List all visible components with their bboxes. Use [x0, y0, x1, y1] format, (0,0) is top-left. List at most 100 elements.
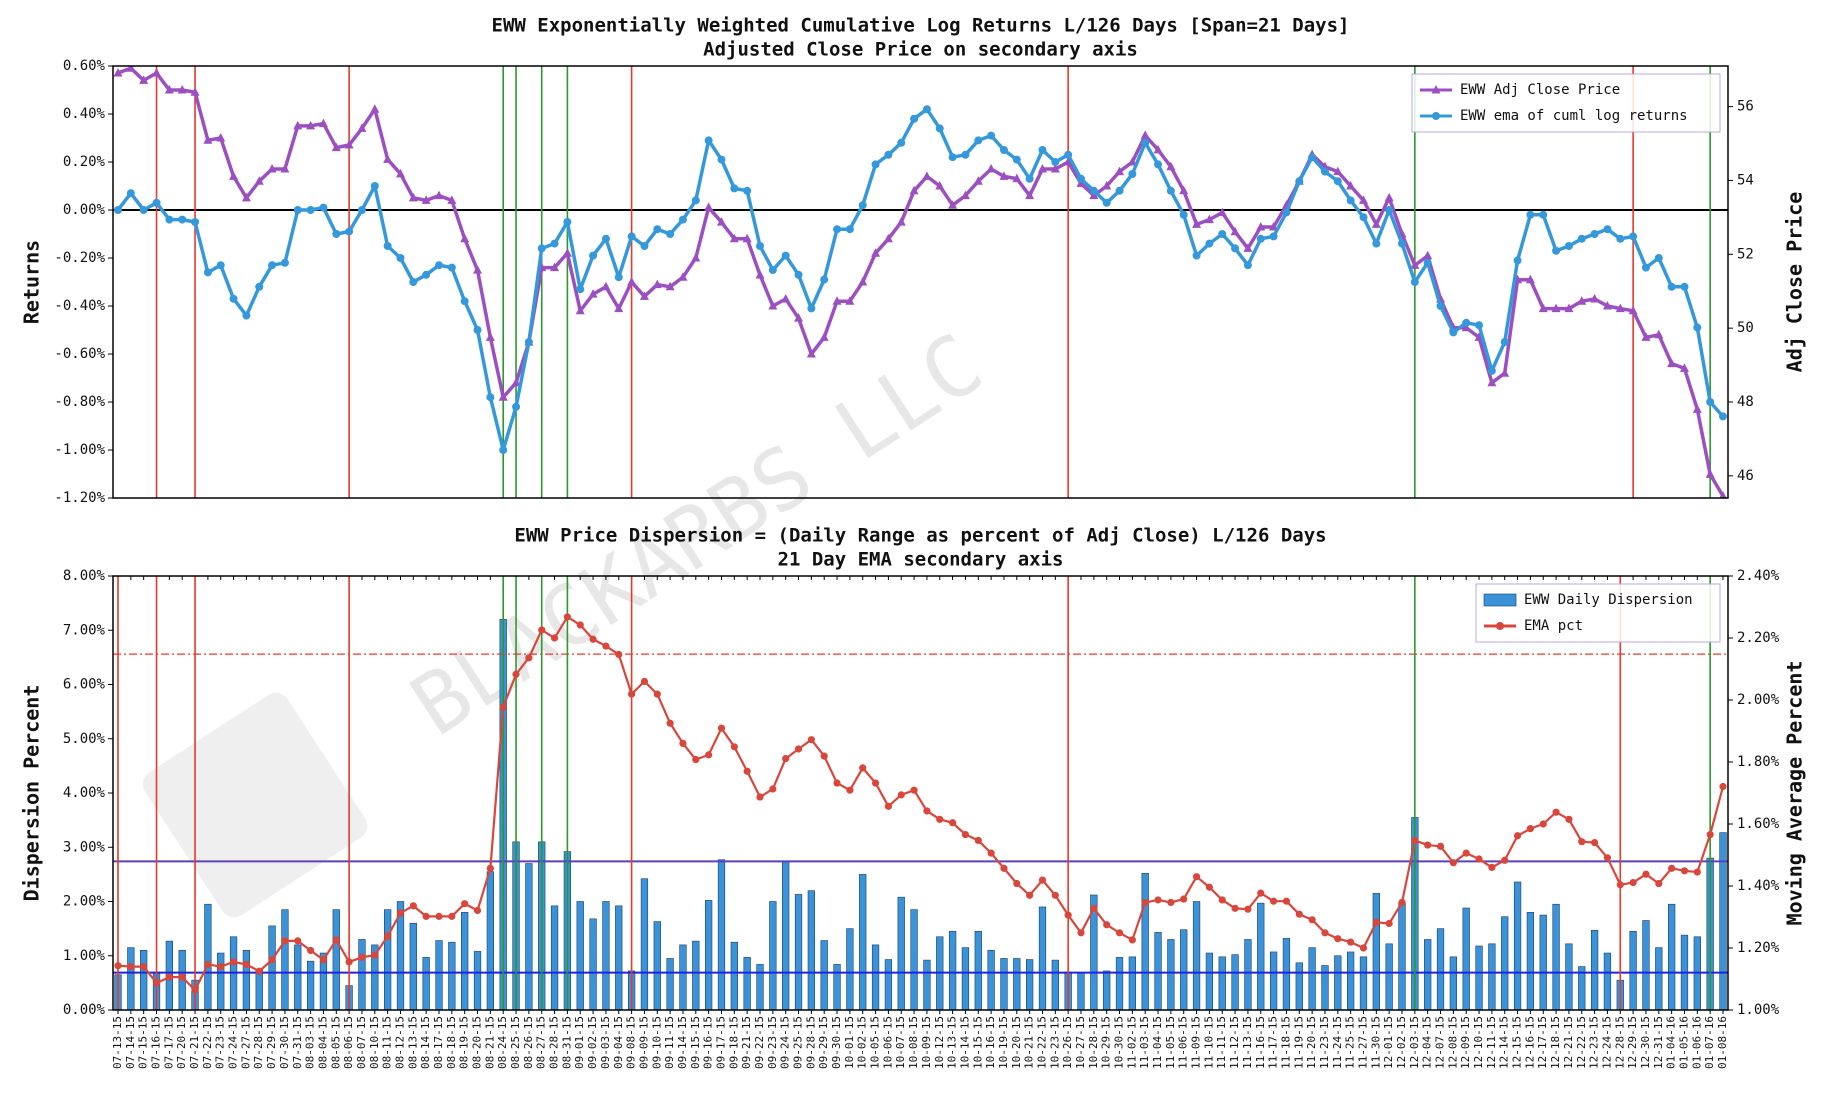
bar — [306, 960, 315, 1010]
marker — [1706, 830, 1714, 839]
bar — [1372, 893, 1380, 1010]
marker — [461, 900, 469, 908]
marker — [987, 849, 995, 857]
marker — [1603, 225, 1612, 234]
bar — [705, 900, 713, 1010]
bar — [1462, 907, 1470, 1010]
marker — [1719, 782, 1727, 791]
y2-tick-label: 1.60% — [1737, 816, 1780, 832]
marker — [241, 192, 251, 202]
marker — [678, 272, 688, 281]
x-tick-label: 07-22-15 — [201, 1016, 214, 1069]
marker — [679, 739, 687, 748]
x-tick-label: 07-20-15 — [175, 1016, 188, 1069]
marker — [1487, 366, 1496, 375]
x-tick-label: 11-17-15 — [1267, 1016, 1280, 1069]
bar — [794, 894, 803, 1010]
marker — [1231, 904, 1239, 912]
marker — [1475, 855, 1483, 863]
marker — [293, 120, 303, 130]
plot-area — [113, 66, 1728, 498]
bar — [371, 944, 379, 1010]
x-tick-label: 12-23-15 — [1588, 1016, 1601, 1069]
y-tick-label: -1.00% — [54, 442, 105, 458]
marker — [1372, 918, 1380, 926]
marker — [717, 724, 726, 732]
x-tick-label: 10-06-15 — [881, 1016, 894, 1069]
marker — [1668, 864, 1676, 872]
x-tick-label: 01-08-16 — [1716, 1016, 1729, 1069]
marker — [486, 393, 495, 402]
x-tick-label: 07-28-15 — [252, 1016, 265, 1069]
x-tick-label: 10-28-15 — [1087, 1016, 1100, 1069]
marker — [1371, 219, 1381, 228]
marker — [1269, 221, 1279, 231]
marker — [678, 215, 687, 224]
bar — [1398, 902, 1406, 1010]
marker — [563, 218, 572, 226]
marker — [114, 206, 122, 214]
marker — [1089, 186, 1098, 195]
marker — [858, 277, 868, 286]
marker — [1090, 904, 1098, 912]
marker — [1346, 181, 1356, 190]
y-tick-label: 5.00% — [63, 731, 106, 747]
bar — [653, 921, 661, 1010]
marker — [164, 85, 174, 94]
bar — [1218, 956, 1226, 1010]
marker — [204, 960, 212, 969]
marker — [486, 864, 494, 872]
marker — [1462, 849, 1470, 857]
marker — [1204, 214, 1214, 224]
marker — [178, 973, 186, 981]
x-tick-label: 09-25-15 — [792, 1016, 805, 1069]
marker — [383, 242, 392, 250]
marker — [512, 670, 520, 678]
marker — [1037, 164, 1047, 173]
marker — [742, 233, 752, 243]
x-tick-label: 10-15-15 — [971, 1016, 984, 1069]
marker — [1654, 254, 1663, 262]
marker — [1038, 876, 1047, 884]
y-tick-label: 0.60% — [63, 58, 106, 74]
marker — [769, 785, 777, 793]
marker — [280, 164, 290, 173]
marker — [782, 754, 790, 763]
x-tick-label: 11-19-15 — [1292, 1016, 1305, 1069]
marker — [1141, 898, 1149, 907]
x-tick-label: 07-31-15 — [291, 1016, 304, 1069]
marker — [653, 690, 661, 698]
marker — [1282, 208, 1291, 217]
marker — [820, 752, 828, 760]
x-tick-label: 10-02-15 — [856, 1016, 869, 1069]
marker — [845, 225, 854, 234]
marker — [1102, 198, 1111, 207]
x-tick-label: 07-24-15 — [227, 1016, 240, 1069]
marker — [1000, 864, 1008, 872]
bar — [987, 950, 995, 1010]
x-tick-label: 12-28-15 — [1613, 1016, 1626, 1069]
marker — [730, 184, 739, 193]
marker — [935, 181, 945, 190]
bar — [910, 909, 918, 1010]
marker — [1270, 897, 1278, 905]
bar — [679, 944, 687, 1010]
x-tick-label: 07-27-15 — [239, 1016, 252, 1069]
marker — [255, 967, 263, 975]
marker — [896, 217, 906, 226]
marker — [1359, 213, 1368, 222]
marker — [1654, 329, 1664, 339]
bar — [730, 941, 738, 1010]
x-tick-label: 07-14-15 — [124, 1016, 137, 1069]
bar — [1526, 912, 1535, 1010]
marker — [986, 164, 996, 173]
marker — [1410, 278, 1419, 286]
marker — [1642, 870, 1650, 878]
marker — [126, 189, 135, 198]
marker — [1166, 161, 1176, 171]
y-tick-label: 7.00% — [63, 622, 106, 638]
bar — [1013, 958, 1021, 1010]
marker — [1115, 929, 1124, 937]
y-tick-label: 2.00% — [63, 894, 106, 910]
bar — [461, 912, 469, 1010]
